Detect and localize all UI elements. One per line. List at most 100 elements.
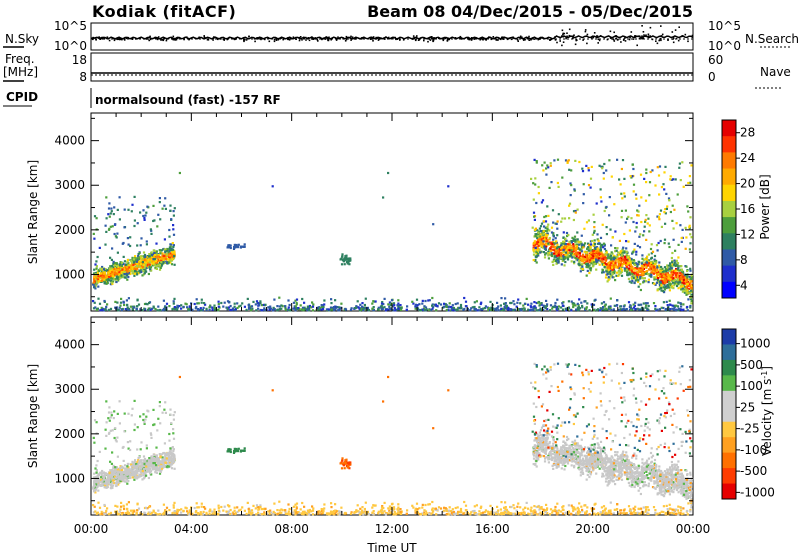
power-cell	[140, 257, 143, 260]
power-cell	[178, 171, 181, 175]
power-cell	[566, 251, 569, 254]
power-cell	[650, 243, 653, 246]
power-cell	[129, 236, 132, 239]
power-cell	[578, 243, 581, 246]
power-cell	[115, 275, 118, 278]
power-cell	[655, 309, 658, 312]
power-cell	[591, 256, 594, 259]
power-cell	[126, 306, 129, 309]
power-cell	[245, 308, 248, 311]
power-cell	[288, 309, 291, 312]
noise-dot	[172, 38, 174, 41]
power-cell	[152, 261, 155, 264]
power-cell	[131, 256, 134, 259]
power-cell	[268, 308, 271, 311]
power-cell	[550, 254, 554, 258]
power-cell	[574, 238, 577, 241]
power-cell	[574, 211, 577, 214]
power-cell	[107, 207, 111, 210]
power-cell	[602, 171, 605, 175]
freq-label-unit: [MHz]	[3, 65, 38, 79]
power-cell	[645, 214, 648, 217]
power-cell	[92, 300, 95, 303]
power-cell	[556, 257, 559, 260]
power-cell	[680, 268, 683, 271]
power-cell	[545, 245, 548, 248]
noise-dot	[162, 39, 164, 41]
power-cell	[344, 258, 347, 261]
noise-dot	[314, 37, 317, 39]
power-cell	[651, 265, 654, 268]
power-cell	[653, 282, 656, 285]
power-cell	[574, 252, 577, 256]
power-cell	[545, 252, 548, 255]
power-cell	[690, 164, 693, 167]
power-cell	[689, 267, 692, 270]
power-cell	[505, 307, 508, 310]
power-cell	[665, 300, 668, 303]
power-cell	[213, 306, 216, 309]
velocity-cell	[99, 476, 103, 479]
power-cell	[543, 256, 547, 259]
power-cell	[613, 264, 616, 267]
power-cell	[388, 301, 391, 304]
power-cell	[292, 307, 295, 310]
power-cell	[237, 305, 241, 308]
power-cell	[559, 256, 563, 259]
noise-dot	[528, 35, 530, 38]
power-cell	[213, 304, 216, 307]
power-cell	[631, 175, 634, 178]
power-cell	[106, 281, 109, 285]
power-cell	[635, 250, 638, 253]
power-cell	[160, 249, 163, 252]
velocity-cell	[102, 480, 105, 483]
velocity-cell	[133, 478, 136, 481]
noise-dot	[651, 38, 654, 41]
power-cell	[258, 304, 261, 307]
power-cell	[149, 228, 152, 231]
power-cell	[127, 297, 130, 300]
power-cell	[150, 255, 153, 258]
power-cell	[611, 268, 614, 271]
power-cell	[235, 245, 238, 248]
power-cell	[502, 308, 505, 312]
power-cell	[617, 259, 620, 262]
power-cell	[148, 261, 151, 264]
noise-dot	[207, 39, 210, 41]
power-cell	[569, 182, 572, 185]
power-cell	[280, 304, 283, 307]
power-cell	[311, 301, 314, 304]
power-cell	[127, 271, 130, 275]
power-cell	[303, 301, 306, 304]
power-cell	[214, 308, 217, 311]
power-cell	[609, 261, 612, 264]
power-cell	[676, 263, 679, 266]
power-cell	[652, 302, 656, 305]
power-cell	[685, 291, 688, 294]
power-cell	[389, 308, 392, 311]
velocity-cell	[115, 479, 118, 482]
power-cell	[451, 304, 454, 307]
noise-dot	[148, 39, 150, 42]
noise-dot	[442, 39, 445, 42]
power-cell	[633, 306, 636, 309]
power-cell	[606, 273, 609, 276]
power-cell	[582, 246, 585, 249]
power-cell	[570, 241, 573, 244]
power-cell	[123, 269, 127, 272]
power-cell	[554, 250, 558, 253]
power-cell	[582, 259, 586, 262]
power-cell	[193, 302, 196, 306]
noise-dot	[481, 38, 484, 41]
noise-dot	[586, 33, 589, 36]
power-cell	[557, 253, 560, 256]
power-cell	[554, 301, 557, 305]
power-cell	[679, 285, 682, 288]
power-cell	[621, 264, 624, 267]
power-cell	[559, 248, 562, 252]
power-cell	[599, 188, 602, 191]
power-cell	[613, 203, 616, 206]
power-cell	[382, 196, 385, 199]
power-cell	[645, 171, 648, 175]
